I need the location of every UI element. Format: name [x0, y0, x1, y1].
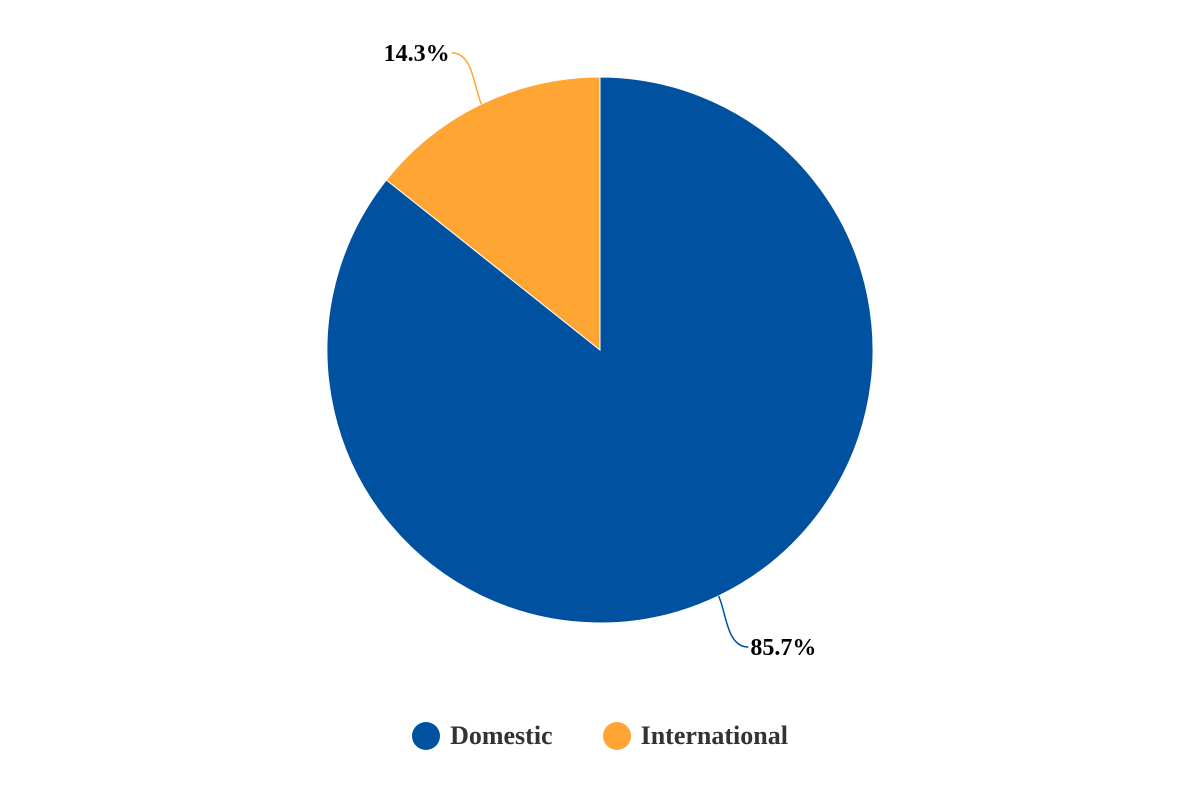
legend: Domestic International	[0, 716, 1200, 756]
legend-label-international: International	[640, 721, 788, 750]
legend-item-domestic[interactable]: Domestic	[412, 721, 553, 751]
legend-label-domestic: Domestic	[450, 721, 553, 750]
data-labels: 85.7% 14.3%	[384, 41, 817, 661]
connector-domestic	[717, 595, 749, 648]
legend-item-international[interactable]: International	[602, 721, 788, 751]
legend-swatch-domestic	[412, 722, 441, 750]
connector-international	[451, 52, 483, 105]
data-label-domestic: 85.7%	[750, 635, 816, 661]
legend-swatch-international	[602, 722, 631, 750]
label-connectors	[451, 52, 749, 648]
data-label-international: 14.3%	[384, 41, 450, 67]
pie-slices	[326, 76, 874, 624]
